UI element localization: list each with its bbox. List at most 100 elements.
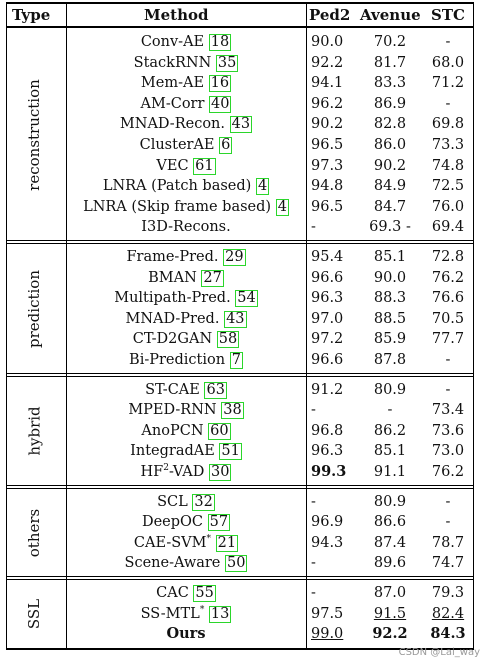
avenue-cell: 87.0 <box>364 583 416 603</box>
method-cell: LNRA (Skip frame based) 4 <box>66 197 306 217</box>
ped2-value: 96.8 <box>311 422 344 439</box>
ped2-cell: 96.2 <box>311 94 355 114</box>
stc-cell: - <box>426 380 470 400</box>
stc-value: 74.8 <box>431 157 465 174</box>
avenue-value: 87.0 <box>373 585 407 601</box>
ped2-cell: 96.6 <box>311 350 355 370</box>
ped2-value: 95.4 <box>311 249 344 265</box>
stc-cell: 70.5 <box>426 309 470 329</box>
stc-value: 77.7 <box>431 331 465 348</box>
method-name: HF <box>140 464 164 480</box>
ped2-value: - <box>311 402 316 419</box>
avenue-value: 85.1 <box>373 249 407 265</box>
ped2-cell: 94.8 <box>311 176 355 196</box>
avenue-value: 90.0 <box>373 269 407 286</box>
table-row: I3D-Recons. - 69.3 - 69.4 <box>6 217 474 237</box>
table-row: SS-MTL* 13 97.5 91.5 82.4 <box>6 604 474 624</box>
table-row: CAC 55-87.0 79.3 <box>6 583 474 603</box>
ped2-cell: 94.3 <box>311 533 355 553</box>
stc-cell: 73.0 <box>426 441 470 461</box>
stc-cell: 69.4 <box>426 217 470 237</box>
avenue-value: 69.3 - <box>369 219 411 236</box>
method-name: LNRA (Skip frame based) <box>83 198 272 215</box>
table-row: ST-CAE 63 91.2 80.9 - <box>6 380 474 400</box>
ped2-value: 96.6 <box>311 269 344 286</box>
avenue-value: 81.7 <box>373 54 407 71</box>
avenue-cell: 92.2 <box>364 624 416 644</box>
avenue-value: 86.9 <box>373 95 407 112</box>
citation-ref: 58 <box>216 331 240 349</box>
method-name: Bi-Prediction <box>129 352 226 368</box>
avenue-value: 84.7 <box>373 198 407 215</box>
method-name: AM-Corr <box>140 95 205 112</box>
ped2-value: 96.9 <box>311 514 344 531</box>
stc-value: - <box>445 514 451 531</box>
stc-value: 73.3 <box>431 137 465 153</box>
stc-cell: 82.4 <box>426 604 470 624</box>
citation-ref: 43 <box>224 310 247 328</box>
ped2-cell: 96.6 <box>311 268 355 288</box>
avenue-value: 89.6 <box>373 555 407 572</box>
table-row: Scene-Aware 50-89.6 74.7 <box>6 553 474 573</box>
method-name: Multipath-Pred. <box>114 290 231 307</box>
stc-value: 82.4 <box>431 605 465 622</box>
stc-cell: 78.7 <box>426 533 470 553</box>
method-cell: DeepOC 57 <box>66 512 306 532</box>
stc-cell: 69.8 <box>426 114 470 134</box>
method-cell: CT-D2GAN 58 <box>66 329 306 349</box>
ped2-value: 94.1 <box>311 75 344 92</box>
avenue-value: 85.9 <box>373 331 407 348</box>
table-row: SCL 32-80.9- <box>6 492 474 512</box>
method-cell: CAE-SVM* 21 <box>66 533 306 553</box>
watermark: CSDN @Lai_way <box>398 647 480 658</box>
table-row: AM-Corr 40 96.2 86.9 - <box>6 94 474 114</box>
stc-value: 73.0 <box>431 443 465 460</box>
ped2-value: 96.3 <box>311 443 344 460</box>
table-row: Multipath-Pred. 54 96.3 88.3 76.6 <box>6 288 474 308</box>
method-cell: VEC 61 <box>66 156 306 176</box>
method-cell: SS-MTL* 13 <box>66 604 306 624</box>
stc-cell: 72.8 <box>426 247 470 267</box>
avenue-cell: 80.9 <box>364 380 416 400</box>
citation-ref: 30 <box>209 464 232 481</box>
avenue-cell: 91.1 <box>364 462 416 482</box>
stc-cell: 71.2 <box>426 73 470 93</box>
avenue-value: 88.5 <box>373 310 407 327</box>
ped2-cell: - <box>311 400 355 420</box>
stc-cell: 76.0 <box>426 197 470 217</box>
avenue-value: 84.9 <box>373 178 407 195</box>
group-type-label: SSL <box>25 598 44 630</box>
group-rule <box>6 372 474 374</box>
ped2-value: 92.2 <box>311 54 344 71</box>
method-name: CAC <box>156 585 189 601</box>
citation-ref: 55 <box>193 585 216 602</box>
stc-value: 76.2 <box>431 464 465 480</box>
stc-cell: 76.6 <box>426 288 470 308</box>
column-rule <box>66 2 67 650</box>
method-cell: Conv-AE 18 <box>66 32 306 52</box>
stc-value: 76.2 <box>431 269 465 286</box>
avenue-cell: 90.0 <box>364 268 416 288</box>
method-name: IntegradAE <box>130 443 215 460</box>
avenue-cell: 86.2 <box>364 421 416 441</box>
group-rule <box>6 484 474 486</box>
avenue-cell: 86.0 <box>364 135 416 155</box>
ped2-cell: 99.0 <box>311 624 355 644</box>
ped2-cell: 95.4 <box>311 247 355 267</box>
method-cell: CAC 55 <box>66 583 306 603</box>
ped2-cell: 96.3 <box>311 441 355 461</box>
stc-value: - <box>445 95 451 112</box>
column-rule <box>473 2 474 650</box>
ped2-value: 90.0 <box>311 34 344 50</box>
table-row: Conv-AE 18 90.0 70.2 - <box>6 32 474 52</box>
method-cell: HF2-VAD 30 <box>66 462 306 482</box>
avenue-cell: 88.5 <box>364 309 416 329</box>
avenue-cell: 85.9 <box>364 329 416 349</box>
group-rule <box>6 375 474 377</box>
method-name: MNAD-Pred. <box>125 310 220 327</box>
avenue-value: 86.2 <box>373 422 407 439</box>
method-cell: StackRNN 35 <box>66 53 306 73</box>
avenue-cell: 81.7 <box>364 53 416 73</box>
stc-cell: - <box>426 492 470 512</box>
method-cell: I3D-Recons. <box>66 217 306 237</box>
